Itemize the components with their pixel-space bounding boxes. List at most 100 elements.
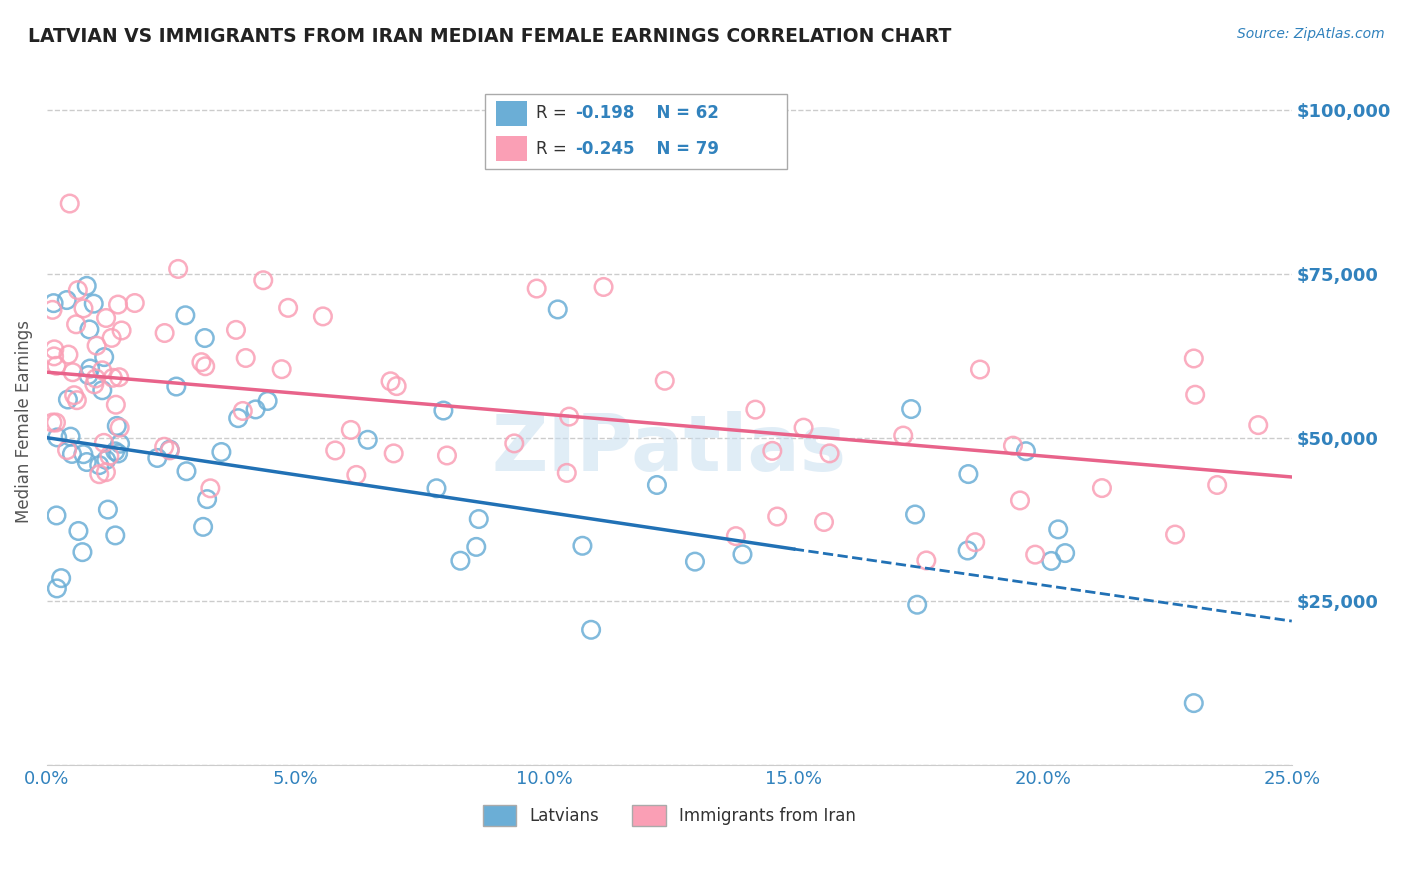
Text: -0.245: -0.245 xyxy=(575,140,634,158)
Legend: Latvians, Immigrants from Iran: Latvians, Immigrants from Iran xyxy=(477,799,863,832)
Point xyxy=(110,323,132,337)
Point xyxy=(42,350,65,364)
Point xyxy=(579,623,602,637)
Point xyxy=(101,371,124,385)
Point xyxy=(108,370,131,384)
Point xyxy=(252,273,274,287)
Point xyxy=(146,450,169,465)
Point xyxy=(555,466,578,480)
Point xyxy=(191,520,214,534)
Point xyxy=(571,539,593,553)
Point xyxy=(83,377,105,392)
Point xyxy=(98,449,121,463)
Point xyxy=(76,455,98,469)
Text: ZIPatlas: ZIPatlas xyxy=(492,411,846,487)
Point xyxy=(965,535,987,549)
Point xyxy=(165,379,187,393)
Point xyxy=(194,331,217,345)
Point xyxy=(654,374,676,388)
Point xyxy=(465,540,488,554)
Point xyxy=(1054,546,1077,560)
Point xyxy=(1164,527,1187,541)
Point xyxy=(256,394,278,409)
Point xyxy=(209,445,232,459)
Point xyxy=(449,554,471,568)
Point xyxy=(55,293,77,307)
Point xyxy=(312,310,335,324)
Point xyxy=(323,443,346,458)
Point xyxy=(167,261,190,276)
Point xyxy=(104,528,127,542)
Point xyxy=(107,446,129,460)
Point xyxy=(357,433,380,447)
Point xyxy=(382,446,405,460)
Text: N = 79: N = 79 xyxy=(645,140,720,158)
Point xyxy=(153,440,176,454)
Point xyxy=(503,436,526,450)
Point xyxy=(66,283,89,297)
Point xyxy=(105,418,128,433)
Point xyxy=(432,403,454,417)
Point xyxy=(226,411,249,425)
Point xyxy=(235,351,257,365)
Point xyxy=(1184,388,1206,402)
Point xyxy=(380,374,402,388)
Point xyxy=(1206,478,1229,492)
Point xyxy=(744,402,766,417)
Point xyxy=(969,362,991,376)
Y-axis label: Median Female Earnings: Median Female Earnings xyxy=(15,320,32,523)
Point xyxy=(94,311,117,326)
Point xyxy=(104,398,127,412)
Point xyxy=(1001,439,1024,453)
Point xyxy=(108,436,131,450)
Point xyxy=(93,350,115,364)
Point xyxy=(159,442,181,457)
Point xyxy=(1247,418,1270,433)
Point xyxy=(91,384,114,398)
Point xyxy=(107,297,129,311)
Point xyxy=(1182,351,1205,366)
Point xyxy=(232,404,254,418)
Point xyxy=(49,571,72,585)
Point xyxy=(176,464,198,478)
Point xyxy=(41,416,63,430)
Point xyxy=(818,446,841,460)
Point xyxy=(436,449,458,463)
Point xyxy=(1024,548,1046,562)
Point xyxy=(277,301,299,315)
Point xyxy=(468,512,491,526)
Point xyxy=(89,467,111,482)
Point xyxy=(66,393,89,408)
Point xyxy=(79,361,101,376)
Point xyxy=(766,509,789,524)
Point xyxy=(93,435,115,450)
Point xyxy=(86,339,108,353)
Point xyxy=(153,326,176,340)
Point xyxy=(1047,522,1070,536)
Point xyxy=(956,543,979,558)
Point xyxy=(108,420,131,434)
Point xyxy=(592,280,614,294)
Point xyxy=(225,323,247,337)
Point xyxy=(270,362,292,376)
Point xyxy=(526,281,548,295)
Point xyxy=(58,348,80,362)
Point xyxy=(97,502,120,516)
Point xyxy=(813,515,835,529)
Point xyxy=(645,478,668,492)
Text: Source: ZipAtlas.com: Source: ZipAtlas.com xyxy=(1237,27,1385,41)
Point xyxy=(83,296,105,310)
Point xyxy=(200,481,222,495)
Point xyxy=(45,359,67,373)
Point xyxy=(1040,554,1063,568)
Point xyxy=(56,443,79,458)
Point xyxy=(56,392,79,407)
Point xyxy=(1015,444,1038,458)
Point xyxy=(194,359,217,374)
Point xyxy=(891,428,914,442)
Point xyxy=(59,430,82,444)
Point xyxy=(72,447,94,461)
Point xyxy=(900,402,922,417)
Point xyxy=(59,196,82,211)
Point xyxy=(915,553,938,567)
